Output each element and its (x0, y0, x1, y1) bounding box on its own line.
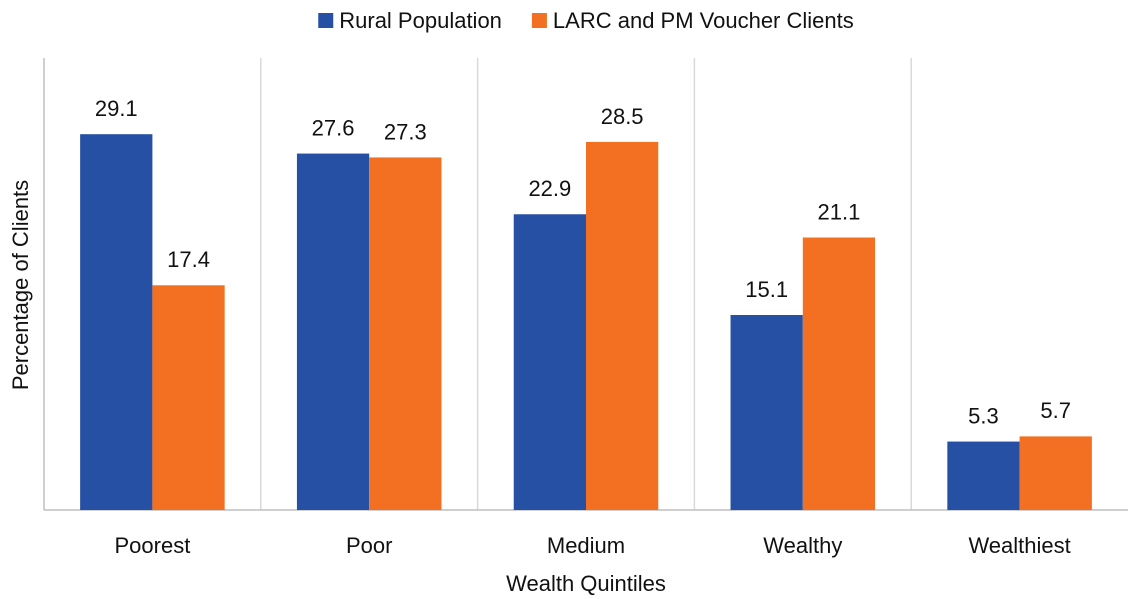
data-label: 27.6 (312, 115, 355, 140)
data-label: 17.4 (167, 247, 210, 272)
x-tick-label: Poor (346, 533, 392, 558)
bar (513, 214, 586, 510)
bar (152, 285, 225, 510)
data-label: 15.1 (745, 277, 788, 302)
data-label: 5.7 (1040, 398, 1071, 423)
x-tick-label: Poorest (114, 533, 190, 558)
data-label: 21.1 (818, 199, 861, 224)
x-tick-label: Wealthiest (968, 533, 1070, 558)
legend-label: LARC and PM Voucher Clients (553, 8, 854, 33)
bar (80, 134, 153, 511)
bar (586, 141, 659, 510)
data-label: 22.9 (528, 176, 571, 201)
legend-swatch (531, 13, 547, 28)
bar (730, 314, 803, 510)
x-axis-title: Wealth Quintiles (506, 571, 666, 596)
legend-label: Rural Population (339, 8, 502, 33)
data-label: 27.3 (384, 119, 427, 144)
bar (1019, 436, 1092, 510)
bar (802, 237, 876, 510)
y-axis-title: Percentage of Clients (8, 180, 33, 390)
data-label: 29.1 (95, 96, 138, 121)
bar (296, 153, 370, 510)
x-tick-label: Medium (547, 533, 625, 558)
bar (947, 441, 1020, 510)
data-label: 5.3 (968, 403, 999, 428)
x-tick-label: Wealthy (763, 533, 842, 558)
data-label: 28.5 (601, 104, 644, 129)
bar (369, 157, 442, 510)
legend-swatch (318, 13, 334, 28)
